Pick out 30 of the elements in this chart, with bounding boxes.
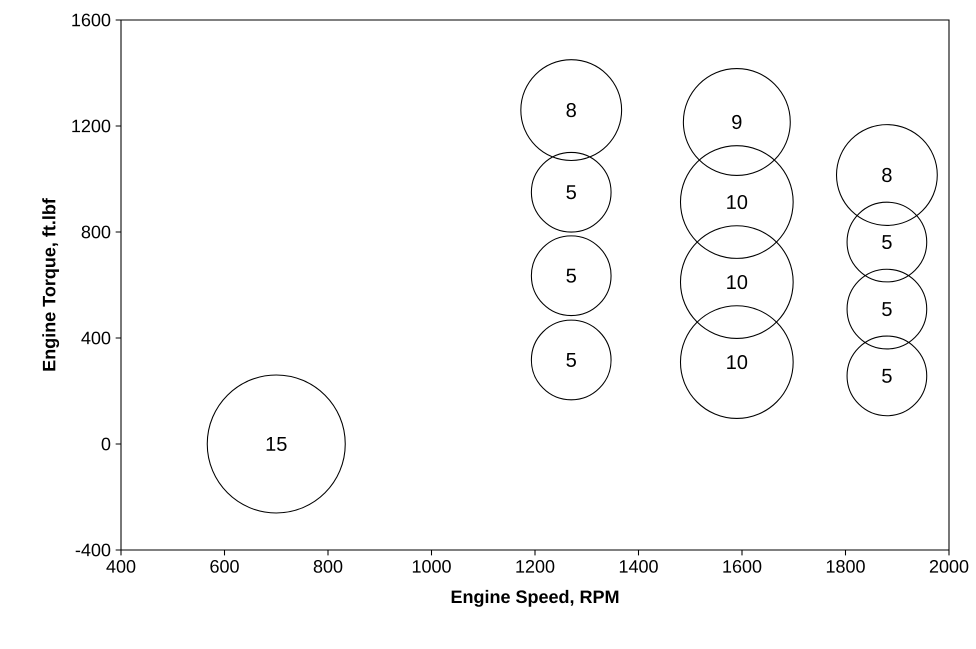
y-tick-label: 1200	[72, 120, 110, 132]
y-tick-label: 800	[82, 226, 110, 238]
y-tick-label: 1600	[72, 14, 110, 26]
data-label: 5	[566, 268, 576, 283]
x-axis-title: Engine Speed, RPM	[452, 590, 618, 607]
x-tick-label: 1600	[723, 560, 762, 573]
data-label: 15	[266, 437, 287, 451]
data-label: 8	[566, 103, 576, 118]
data-label: 8	[882, 168, 892, 182]
data-label: 5	[882, 368, 892, 383]
x-tick-label: 2000	[930, 560, 968, 573]
x-tick-label: 600	[210, 560, 239, 573]
y-axis-title: Engine Torque, ft.lbf	[42, 198, 60, 371]
x-tick-label: 1400	[620, 560, 658, 573]
x-tick-label: 1800	[826, 560, 865, 573]
x-tick-label: 1000	[412, 560, 451, 573]
y-tick-label: 400	[81, 332, 110, 344]
x-tick-label: 1200	[516, 560, 554, 573]
data-label: 9	[732, 114, 742, 130]
y-tick-label: 0	[102, 438, 110, 450]
x-tick-label: 400	[106, 560, 136, 573]
x-tick-label: 800	[314, 560, 342, 573]
data-label: 5	[566, 353, 576, 367]
data-label: 5	[566, 185, 576, 200]
data-label: 10	[727, 274, 748, 290]
data-label: 10	[727, 194, 748, 210]
data-label: 5	[882, 302, 892, 316]
y-tick-label: -400	[76, 544, 110, 556]
data-label: 10	[727, 355, 748, 370]
data-label: 5	[882, 235, 892, 250]
